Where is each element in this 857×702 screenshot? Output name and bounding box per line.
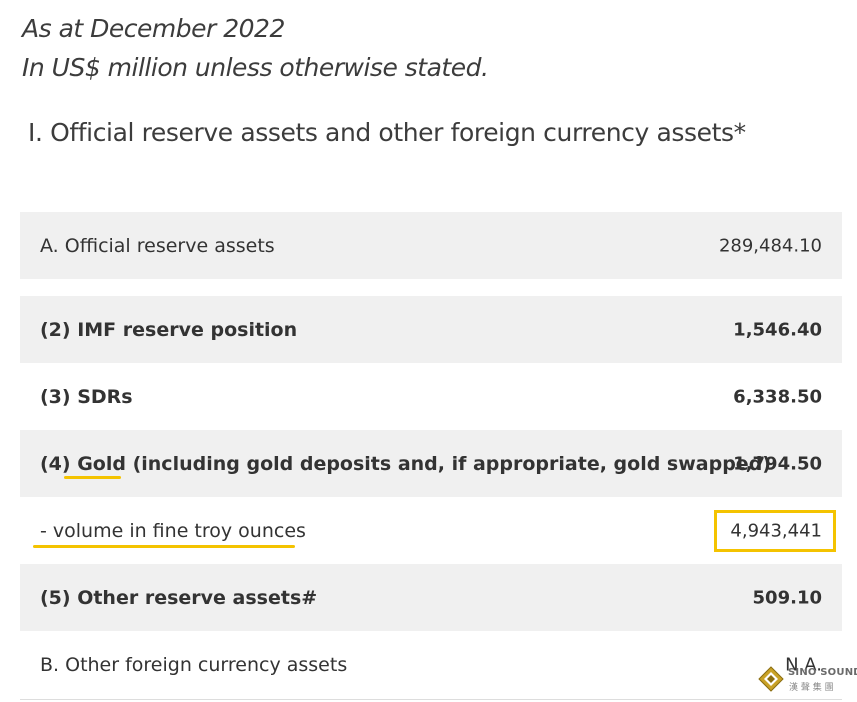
table-row-sdrs: (3) SDRs 6,338.50 — [20, 363, 842, 430]
table-bottom-divider — [20, 699, 842, 700]
row-value: 289,484.10 — [718, 235, 822, 256]
sino-sound-logo: SINO SOUND 漢 聲 集 團 — [758, 664, 857, 694]
table-row-imf-reserve-position: (2) IMF reserve position 1,546.40 — [20, 296, 842, 363]
row-value: 509.10 — [752, 587, 822, 608]
row-label: (3) SDRs — [40, 385, 133, 408]
row-value: 1,546.40 — [733, 319, 822, 340]
gold-underline-marker — [64, 476, 121, 479]
header-date: As at December 2022 — [22, 14, 285, 43]
row-label: (5) Other reserve assets# — [40, 586, 318, 609]
table-row-other-foreign-currency-assets: B. Other foreign currency assets N.A. — [20, 631, 842, 698]
table-row-other-reserve-assets: (5) Other reserve assets# 509.10 — [20, 564, 842, 631]
row-value: 1,794.50 — [733, 453, 822, 474]
row-label: - volume in fine troy ounces — [40, 519, 306, 542]
row-label: B. Other foreign currency assets — [40, 653, 348, 676]
row-value: 4,943,441 — [730, 520, 822, 541]
row-label-prefix: (4) — [40, 452, 78, 475]
header-units: In US$ million unless otherwise stated. — [22, 53, 489, 82]
table-row-volume-fine-troy-ounces: - volume in fine troy ounces 4,943,441 — [20, 497, 842, 564]
logo-subtitle: 漢 聲 集 團 — [789, 683, 834, 693]
table-row-official-reserve-assets: A. Official reserve assets 289,484.10 — [20, 212, 842, 279]
section-title: I. Official reserve assets and other for… — [28, 118, 746, 147]
logo-name: SINO SOUND — [788, 667, 857, 678]
table-row-gold: (4) Gold (including gold deposits and, i… — [20, 430, 842, 497]
volume-highlight-box — [714, 510, 836, 552]
row-label: A. Official reserve assets — [40, 234, 275, 257]
volume-underline-marker — [33, 545, 295, 548]
row-label: (4) Gold (including gold deposits and, i… — [40, 453, 771, 475]
diamond-logo-icon — [758, 666, 784, 692]
row-value: N.A. — [785, 654, 822, 675]
row-label: (2) IMF reserve position — [40, 318, 298, 341]
gold-keyword: Gold — [77, 452, 126, 475]
row-label-suffix: (including gold deposits and, if appropr… — [125, 452, 771, 475]
row-value: 6,338.50 — [733, 386, 822, 407]
